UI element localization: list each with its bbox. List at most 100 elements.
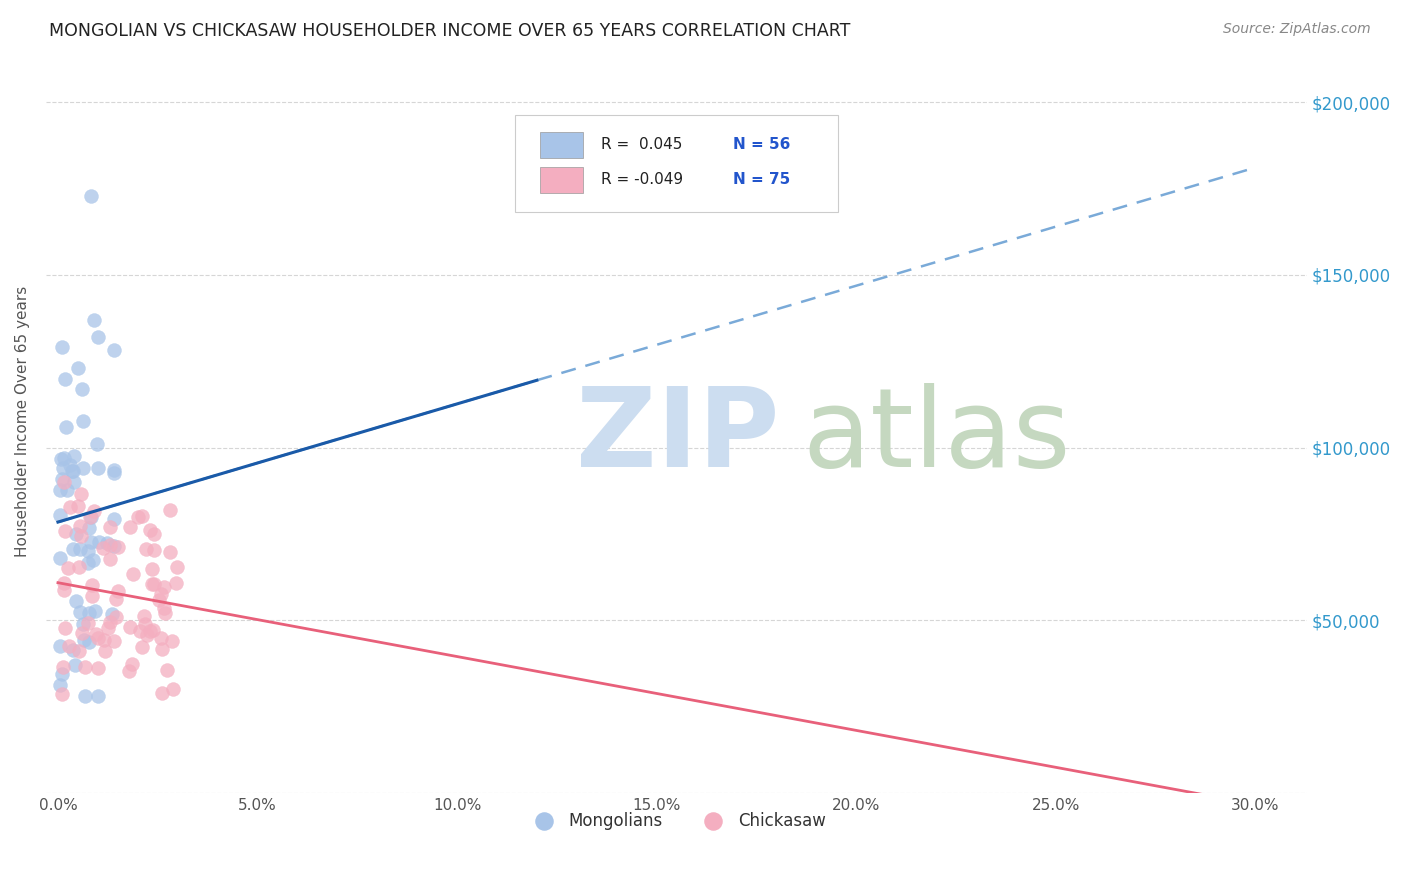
Point <box>69 518 91 533</box>
Point <box>70 487 93 501</box>
Point <box>104 592 127 607</box>
Point <box>159 545 181 559</box>
Point <box>87 461 110 475</box>
Point <box>52 461 75 475</box>
Point <box>73 689 96 703</box>
Point <box>105 610 128 624</box>
Point <box>141 576 163 591</box>
Point <box>83 313 105 327</box>
Point <box>91 541 114 555</box>
Point <box>72 625 94 640</box>
Point <box>98 537 121 551</box>
Point <box>98 615 121 629</box>
Point <box>94 644 117 658</box>
Point <box>52 451 75 466</box>
Text: Source: ZipAtlas.com: Source: ZipAtlas.com <box>1223 22 1371 37</box>
Point <box>52 660 75 674</box>
Point <box>77 543 100 558</box>
Point <box>76 556 98 570</box>
Text: N = 75: N = 75 <box>734 172 790 187</box>
Point <box>107 584 129 599</box>
Point <box>103 512 125 526</box>
Point <box>70 529 93 543</box>
Point <box>121 567 143 582</box>
Point <box>67 559 90 574</box>
Text: R =  0.045: R = 0.045 <box>600 137 682 153</box>
Point <box>135 542 157 557</box>
Point <box>87 535 110 549</box>
Point <box>49 483 72 497</box>
Point <box>87 661 110 675</box>
Point <box>66 500 89 514</box>
Point <box>82 578 104 592</box>
Point <box>65 594 87 608</box>
Point <box>49 452 72 467</box>
Point <box>59 500 82 515</box>
Point <box>51 687 73 701</box>
Point <box>55 420 77 434</box>
Point <box>56 483 79 497</box>
Point <box>103 463 125 477</box>
Point <box>142 623 165 637</box>
Y-axis label: Householder Income Over 65 years: Householder Income Over 65 years <box>15 286 30 558</box>
Point <box>153 580 176 594</box>
Point <box>121 657 143 671</box>
Point <box>60 464 83 478</box>
Point <box>87 631 110 645</box>
Point <box>162 681 184 696</box>
Point <box>149 587 172 601</box>
Point <box>103 634 125 648</box>
Point <box>72 632 94 647</box>
Point <box>149 631 172 645</box>
Point <box>97 622 120 636</box>
Point <box>118 520 141 534</box>
Point <box>80 535 103 549</box>
Point <box>52 475 75 489</box>
FancyBboxPatch shape <box>540 167 583 194</box>
Point <box>70 382 93 396</box>
Point <box>142 577 165 591</box>
Text: R = -0.049: R = -0.049 <box>600 172 683 187</box>
Point <box>103 467 125 481</box>
Point <box>49 678 72 692</box>
Point <box>86 689 108 703</box>
Point <box>118 620 141 634</box>
Point <box>79 509 101 524</box>
Point <box>138 624 160 638</box>
Point <box>84 627 107 641</box>
Point <box>52 583 75 598</box>
Point <box>51 340 73 354</box>
Point <box>142 526 165 541</box>
Point <box>79 188 101 202</box>
Point <box>82 589 104 603</box>
Point <box>62 464 84 478</box>
Point <box>62 642 84 657</box>
Point <box>49 508 72 522</box>
Point <box>72 460 94 475</box>
Point <box>103 343 125 357</box>
Point <box>80 510 103 524</box>
Point <box>53 372 76 386</box>
Point <box>93 632 115 647</box>
Point <box>62 541 84 556</box>
Point <box>65 527 87 541</box>
Point <box>49 639 72 653</box>
Point <box>150 686 173 700</box>
Point <box>166 559 188 574</box>
Point <box>134 616 156 631</box>
Point <box>131 508 153 523</box>
Point <box>127 509 149 524</box>
Point <box>98 552 121 566</box>
Point <box>72 413 94 427</box>
Point <box>162 633 184 648</box>
Point <box>107 540 129 554</box>
Point <box>101 607 124 621</box>
Point <box>118 664 141 678</box>
Point <box>77 634 100 648</box>
Point <box>141 561 163 575</box>
Point <box>84 604 107 618</box>
Text: MONGOLIAN VS CHICKASAW HOUSEHOLDER INCOME OVER 65 YEARS CORRELATION CHART: MONGOLIAN VS CHICKASAW HOUSEHOLDER INCOM… <box>49 22 851 40</box>
Point <box>77 521 100 535</box>
Point <box>63 450 86 464</box>
Text: atlas: atlas <box>803 383 1071 490</box>
